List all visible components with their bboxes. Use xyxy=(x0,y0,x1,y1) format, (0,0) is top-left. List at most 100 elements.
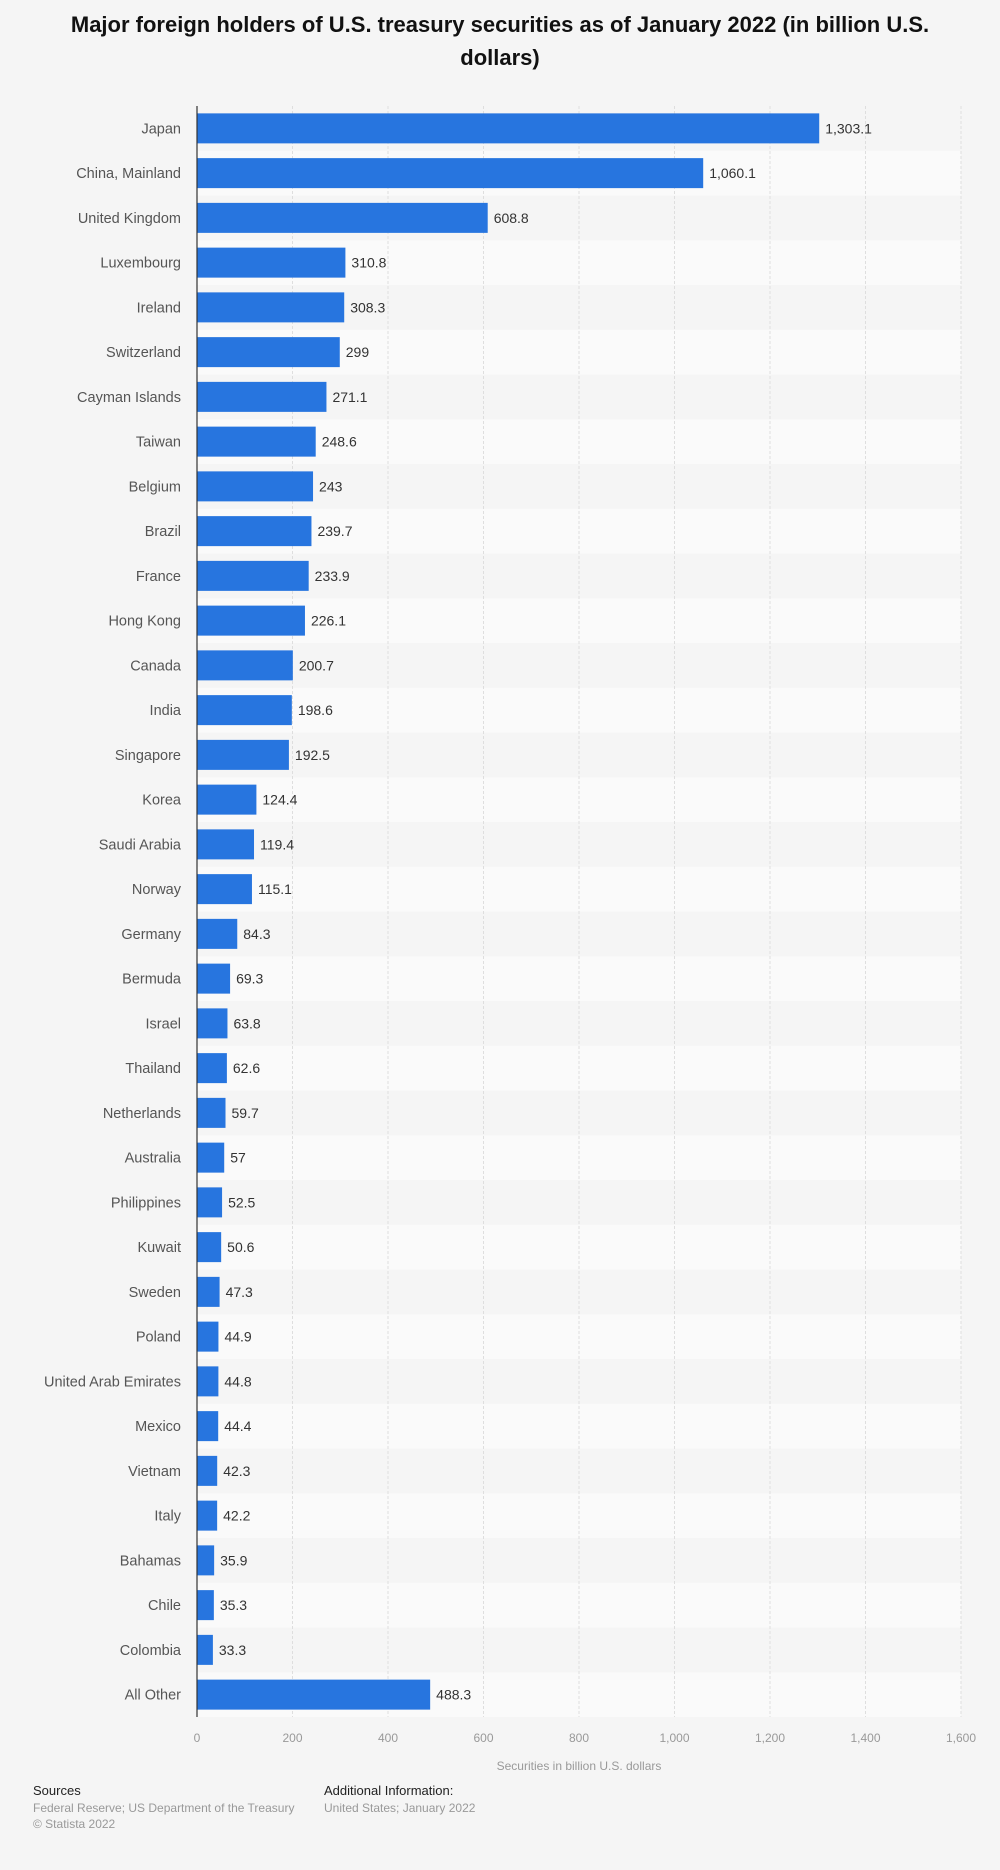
bar[interactable] xyxy=(197,1232,222,1263)
value-label: 200.7 xyxy=(299,657,334,673)
value-label: 69.3 xyxy=(236,971,263,987)
bar[interactable] xyxy=(197,113,820,144)
category-label: Philippines xyxy=(111,1195,181,1211)
category-label: India xyxy=(150,703,182,719)
category-label: France xyxy=(136,569,181,585)
value-label: 243 xyxy=(319,478,343,494)
category-labels: Japan China, Mainland United Kingdom Luxemb… xyxy=(44,121,182,1703)
bar[interactable] xyxy=(197,829,255,860)
bar[interactable] xyxy=(197,650,293,681)
bar[interactable] xyxy=(197,292,345,323)
row-band xyxy=(197,1448,961,1494)
bar[interactable] xyxy=(197,784,257,815)
bar[interactable] xyxy=(197,918,238,949)
category-label: Bahamas xyxy=(120,1553,181,1569)
x-tick-label: 200 xyxy=(282,1731,302,1745)
value-label: 608.8 xyxy=(494,210,529,226)
bar[interactable] xyxy=(197,381,327,412)
value-label: 299 xyxy=(346,344,370,360)
bar[interactable] xyxy=(197,1634,213,1665)
bar[interactable] xyxy=(197,1366,219,1397)
bar[interactable] xyxy=(197,1142,225,1173)
bar[interactable] xyxy=(197,1545,215,1576)
chart-title: Major foreign holders of U.S. treasury s… xyxy=(70,12,930,70)
sources-block: Sources Federal Reserve; US Department o… xyxy=(33,1783,294,1832)
bar[interactable] xyxy=(197,247,346,278)
bar[interactable] xyxy=(197,1097,226,1128)
value-label: 44.9 xyxy=(224,1329,251,1345)
value-label: 42.2 xyxy=(223,1508,250,1524)
row-band xyxy=(197,553,961,599)
bar[interactable] xyxy=(197,605,305,636)
category-label: Mexico xyxy=(135,1419,181,1435)
value-label: 57 xyxy=(230,1150,246,1166)
category-label: Luxembourg xyxy=(100,256,181,272)
category-label: China, Mainland xyxy=(76,166,181,182)
category-label: Netherlands xyxy=(103,1106,181,1122)
value-label: 310.8 xyxy=(351,255,386,271)
bar[interactable] xyxy=(197,1679,431,1710)
bar[interactable] xyxy=(197,1187,223,1218)
grid-lines xyxy=(292,106,962,1717)
value-label: 1,303.1 xyxy=(825,120,872,136)
bar[interactable] xyxy=(197,516,312,547)
category-label: United Arab Emirates xyxy=(44,1374,181,1390)
category-label: Poland xyxy=(136,1330,181,1346)
row-band xyxy=(197,822,961,867)
value-label: 33.3 xyxy=(219,1642,246,1658)
category-label: Belgium xyxy=(129,479,181,495)
bar[interactable] xyxy=(197,560,309,591)
row-band xyxy=(197,732,961,778)
bar[interactable] xyxy=(197,1321,219,1352)
value-label: 59.7 xyxy=(232,1105,259,1121)
category-label: Thailand xyxy=(125,1061,181,1077)
bar[interactable] xyxy=(197,337,340,368)
row-band xyxy=(197,1538,961,1583)
category-label: Singapore xyxy=(115,748,181,764)
x-axis-ticks: 0 200 400 600 800 1,000 1,200 1,400 1,600 xyxy=(194,1731,977,1745)
bar[interactable] xyxy=(197,1053,227,1084)
bar[interactable] xyxy=(197,695,292,726)
category-label: Bermuda xyxy=(122,972,182,988)
row-band xyxy=(197,1493,961,1538)
bar[interactable] xyxy=(197,1008,228,1039)
value-labels: 1,303.1 1,060.1 608.8 310.8 308.3 299 271.1 248… xyxy=(219,120,872,1702)
value-label: 308.3 xyxy=(350,299,385,315)
bars xyxy=(197,113,820,1710)
additional-info-heading: Additional Information: xyxy=(324,1783,454,1798)
value-label: 124.4 xyxy=(262,792,297,808)
bar[interactable] xyxy=(197,874,252,905)
bar[interactable] xyxy=(197,1455,218,1486)
category-label: Switzerland xyxy=(106,345,181,361)
x-tick-label: 1,200 xyxy=(755,1731,785,1745)
category-label: Vietnam xyxy=(128,1464,181,1480)
bar[interactable] xyxy=(197,202,488,233)
bar[interactable] xyxy=(197,739,289,770)
value-label: 226.1 xyxy=(311,613,346,629)
sources-line-1: Federal Reserve; US Department of the Tr… xyxy=(33,1801,295,1815)
value-label: 271.1 xyxy=(332,389,367,405)
bar[interactable] xyxy=(197,1500,218,1531)
category-label: All Other xyxy=(125,1688,182,1704)
bar[interactable] xyxy=(197,158,704,189)
x-tick-label: 600 xyxy=(473,1731,493,1745)
bar[interactable] xyxy=(197,1276,220,1307)
bar[interactable] xyxy=(197,963,231,994)
bar[interactable] xyxy=(197,471,314,502)
value-label: 248.6 xyxy=(322,434,357,450)
value-label: 44.8 xyxy=(224,1373,251,1389)
row-band xyxy=(197,777,961,822)
value-label: 35.3 xyxy=(220,1597,247,1613)
x-axis-title: Securities in billion U.S. dollars xyxy=(497,1759,662,1773)
value-label: 198.6 xyxy=(298,702,333,718)
category-label: Saudi Arabia xyxy=(99,837,182,853)
bar[interactable] xyxy=(197,1590,214,1621)
value-label: 239.7 xyxy=(317,523,352,539)
x-tick-label: 800 xyxy=(569,1731,589,1745)
bar[interactable] xyxy=(197,1411,219,1442)
bar[interactable] xyxy=(197,426,316,457)
value-label: 63.8 xyxy=(233,1015,260,1031)
category-label: Brazil xyxy=(145,524,181,540)
row-band xyxy=(197,598,961,643)
sources-heading: Sources xyxy=(33,1783,81,1798)
